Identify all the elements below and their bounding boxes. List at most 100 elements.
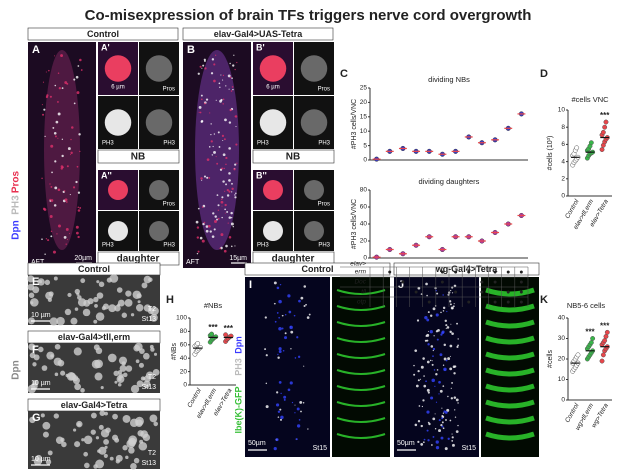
y-tick-label: 2 bbox=[561, 176, 565, 183]
speckle bbox=[228, 121, 232, 124]
speckle bbox=[234, 194, 236, 196]
speckle bbox=[438, 393, 440, 395]
speckle bbox=[222, 98, 225, 101]
matrix-dot: ● bbox=[519, 279, 523, 286]
y-axis-label: #cells bbox=[547, 350, 554, 368]
speckle bbox=[442, 294, 444, 296]
speckle bbox=[87, 298, 94, 305]
speckle bbox=[208, 176, 211, 179]
speckle bbox=[216, 162, 219, 165]
speckle bbox=[281, 314, 284, 317]
speckle bbox=[447, 293, 450, 296]
speckle bbox=[133, 344, 141, 352]
speckle bbox=[215, 54, 217, 56]
speckle bbox=[64, 198, 68, 202]
speckle bbox=[49, 317, 58, 326]
caption: daughter bbox=[117, 254, 160, 265]
speckle bbox=[446, 310, 448, 313]
data-point bbox=[223, 332, 229, 338]
speckle bbox=[220, 233, 224, 237]
cell bbox=[149, 221, 169, 241]
speckle bbox=[423, 384, 427, 388]
speckle bbox=[211, 58, 215, 61]
speckle bbox=[236, 61, 238, 64]
y-axis-label: #PH3 cells/VNC bbox=[351, 199, 358, 249]
speckle bbox=[430, 314, 433, 317]
y-tick-label: 0 bbox=[183, 382, 187, 389]
speckle bbox=[290, 330, 294, 334]
gfp-stripe bbox=[336, 353, 386, 359]
speckle bbox=[280, 415, 284, 420]
speckle bbox=[454, 416, 457, 418]
speckle bbox=[300, 410, 302, 413]
speckle bbox=[74, 441, 81, 448]
speckle bbox=[224, 208, 226, 211]
channel-label: Pros bbox=[163, 202, 175, 208]
speckle bbox=[40, 413, 45, 418]
speckle bbox=[265, 405, 269, 409]
speckle bbox=[289, 325, 292, 328]
speckle bbox=[66, 165, 69, 168]
speckle bbox=[70, 138, 72, 141]
speckle bbox=[420, 365, 424, 369]
matrix-dot: ● bbox=[427, 299, 431, 306]
speckle bbox=[226, 189, 229, 192]
speckle bbox=[61, 87, 64, 90]
speckle bbox=[35, 454, 43, 462]
speckle bbox=[132, 290, 142, 300]
speckle bbox=[54, 343, 61, 350]
stage-label: AFT bbox=[31, 259, 45, 266]
channel-label: PH3 bbox=[318, 141, 330, 147]
speckle bbox=[214, 215, 217, 218]
speckle bbox=[73, 428, 77, 432]
speckle bbox=[43, 208, 47, 211]
speckle bbox=[38, 346, 44, 353]
speckle bbox=[234, 115, 238, 118]
speckle bbox=[139, 439, 144, 444]
speckle bbox=[277, 356, 280, 359]
speckle bbox=[445, 419, 447, 421]
speckle bbox=[425, 335, 428, 337]
speckle bbox=[216, 194, 219, 196]
speckle bbox=[440, 311, 442, 314]
micrograph bbox=[139, 170, 179, 210]
speckle bbox=[433, 335, 435, 337]
speckle bbox=[294, 412, 296, 414]
speckle bbox=[414, 423, 418, 427]
panel-label: C bbox=[340, 68, 348, 80]
speckle bbox=[433, 369, 436, 371]
stain-label: Dpn bbox=[233, 336, 243, 354]
speckle bbox=[422, 441, 425, 444]
y-tick-label: 40 bbox=[558, 315, 566, 322]
speckle bbox=[417, 286, 421, 290]
speckle bbox=[300, 296, 304, 300]
speckle bbox=[201, 67, 203, 69]
speckle bbox=[52, 250, 56, 254]
cell bbox=[300, 55, 328, 82]
speckle bbox=[113, 370, 119, 377]
speckle bbox=[61, 138, 64, 140]
speckle bbox=[436, 338, 439, 341]
y-tick-label: 40 bbox=[180, 355, 188, 362]
y-tick-label: 8 bbox=[561, 124, 565, 131]
speckle bbox=[417, 420, 421, 423]
speckle bbox=[67, 147, 71, 151]
speckle bbox=[279, 418, 283, 421]
speckle bbox=[138, 362, 144, 368]
speckle bbox=[442, 364, 445, 366]
speckle bbox=[443, 343, 447, 347]
panel-label: B bbox=[187, 44, 195, 56]
speckle bbox=[305, 303, 307, 306]
speckle bbox=[222, 79, 224, 81]
speckle bbox=[217, 209, 220, 211]
speckle bbox=[46, 351, 55, 360]
speckle bbox=[230, 90, 233, 92]
speckle bbox=[98, 281, 105, 288]
inset-label: A' bbox=[101, 42, 110, 52]
speckle bbox=[57, 137, 59, 139]
speckle bbox=[427, 391, 430, 394]
data-point bbox=[195, 341, 201, 346]
y-tick-label: 60 bbox=[360, 204, 368, 211]
speckle bbox=[444, 319, 447, 323]
speckle bbox=[201, 239, 205, 243]
